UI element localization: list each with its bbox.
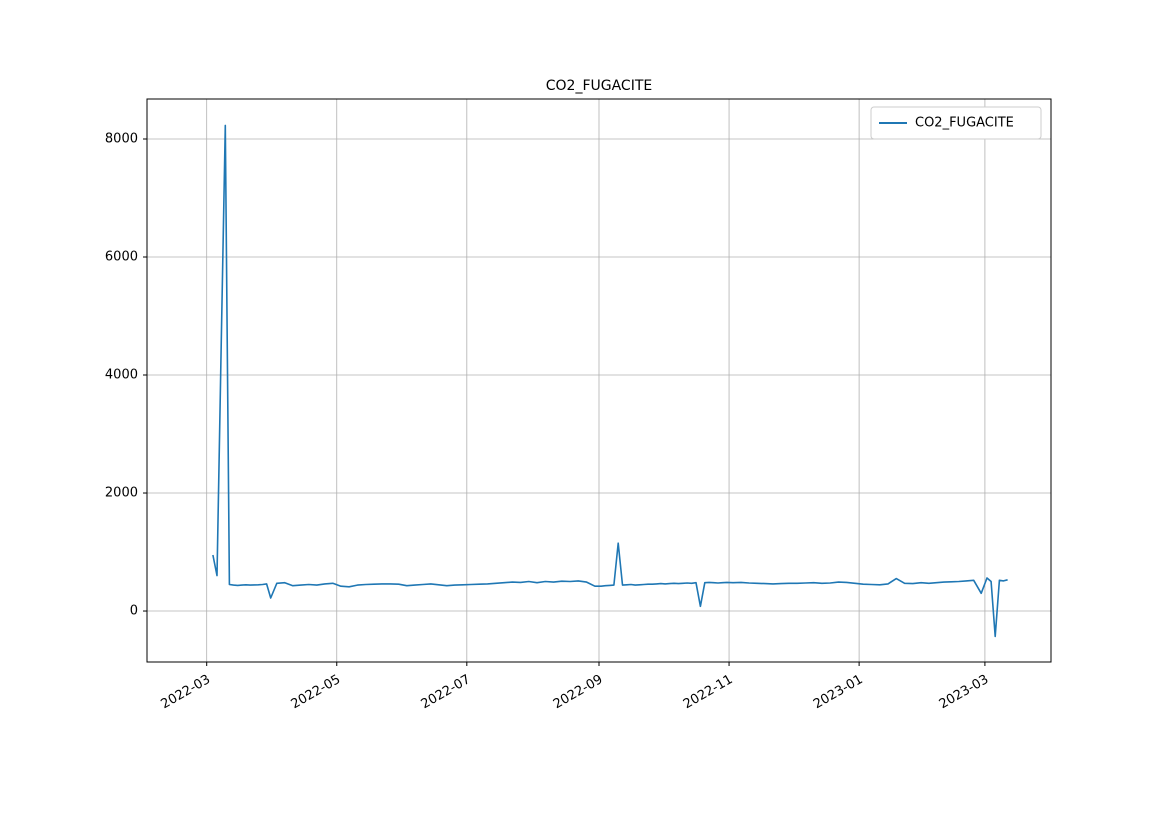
plot-frame [146, 98, 1052, 663]
legend-box [870, 106, 1042, 140]
y-tick-label: 6000 [105, 250, 138, 265]
chart-title: CO2_FUGACITE [546, 78, 652, 94]
legend-label: CO2_FUGACITE [915, 116, 1014, 131]
y-tick-label: 4000 [105, 368, 138, 383]
data-line [212, 124, 1008, 638]
y-tick-label: 0 [130, 604, 138, 619]
y-tick-label: 8000 [105, 132, 138, 147]
legend: CO2_FUGACITE [870, 106, 1042, 140]
y-tick-label: 2000 [105, 486, 138, 501]
